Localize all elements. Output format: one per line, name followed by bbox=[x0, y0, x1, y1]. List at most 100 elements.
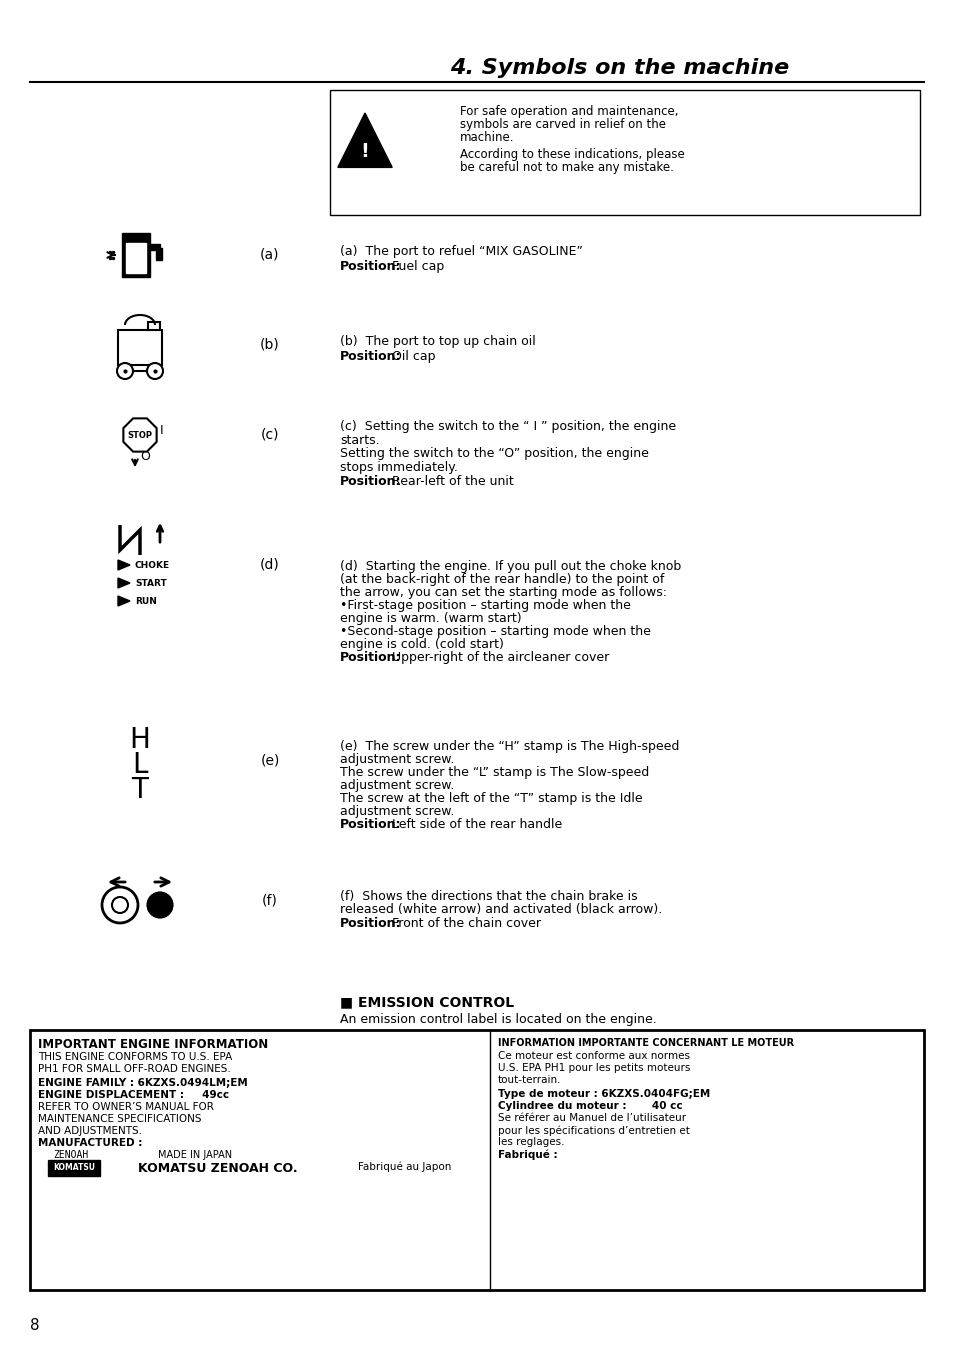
Circle shape bbox=[147, 363, 163, 379]
Text: Fabriqué :: Fabriqué : bbox=[497, 1148, 558, 1159]
Text: (e)  The screw under the “H” stamp is The High-speed: (e) The screw under the “H” stamp is The… bbox=[339, 740, 679, 754]
Polygon shape bbox=[118, 596, 130, 607]
Text: T: T bbox=[132, 776, 149, 803]
Text: O: O bbox=[140, 450, 150, 464]
Bar bbox=[330, 90, 919, 214]
Text: THIS ENGINE CONFORMS TO U.S. EPA: THIS ENGINE CONFORMS TO U.S. EPA bbox=[38, 1051, 232, 1062]
Text: L: L bbox=[132, 751, 148, 779]
Polygon shape bbox=[118, 559, 130, 570]
Text: (f): (f) bbox=[262, 892, 277, 907]
Text: CHOKE: CHOKE bbox=[135, 561, 170, 569]
Text: stops immediately.: stops immediately. bbox=[339, 461, 457, 474]
Text: (a): (a) bbox=[260, 248, 279, 262]
Text: adjustment screw.: adjustment screw. bbox=[339, 754, 454, 766]
Text: MADE IN JAPAN: MADE IN JAPAN bbox=[158, 1150, 232, 1161]
Text: adjustment screw.: adjustment screw. bbox=[339, 805, 454, 818]
Text: Position:: Position: bbox=[339, 350, 401, 363]
Text: START: START bbox=[135, 578, 167, 588]
Text: ■ EMISSION CONTROL: ■ EMISSION CONTROL bbox=[339, 995, 514, 1010]
Text: adjustment screw.: adjustment screw. bbox=[339, 779, 454, 793]
Text: (b): (b) bbox=[260, 338, 279, 352]
Text: KOMATSU: KOMATSU bbox=[53, 1163, 95, 1173]
Text: the arrow, you can set the starting mode as follows:: the arrow, you can set the starting mode… bbox=[339, 586, 666, 599]
Text: MAINTENANCE SPECIFICATIONS: MAINTENANCE SPECIFICATIONS bbox=[38, 1113, 201, 1124]
Text: starts.: starts. bbox=[339, 434, 379, 448]
Text: Position:: Position: bbox=[339, 917, 401, 930]
Text: (c)  Setting the switch to the “ I ” position, the engine: (c) Setting the switch to the “ I ” posi… bbox=[339, 421, 676, 433]
Text: Position:: Position: bbox=[339, 260, 401, 274]
Text: tout-terrain.: tout-terrain. bbox=[497, 1074, 561, 1085]
Text: For safe operation and maintenance,: For safe operation and maintenance, bbox=[459, 105, 678, 119]
Text: I: I bbox=[160, 423, 164, 437]
Text: 8: 8 bbox=[30, 1318, 40, 1333]
Text: (f)  Shows the directions that the chain brake is: (f) Shows the directions that the chain … bbox=[339, 890, 637, 903]
Text: machine.: machine. bbox=[459, 131, 514, 144]
Text: Front of the chain cover: Front of the chain cover bbox=[392, 917, 540, 930]
Text: (b)  The port to top up chain oil: (b) The port to top up chain oil bbox=[339, 336, 536, 348]
Text: Position:: Position: bbox=[339, 651, 401, 665]
Text: U.S. EPA PH1 pour les petits moteurs: U.S. EPA PH1 pour les petits moteurs bbox=[497, 1064, 690, 1073]
Text: •First-stage position – starting mode when the: •First-stage position – starting mode wh… bbox=[339, 599, 630, 612]
Bar bbox=[118, 330, 162, 365]
Text: (c): (c) bbox=[260, 429, 279, 442]
Bar bbox=[156, 248, 162, 260]
Bar bbox=[122, 233, 150, 276]
Polygon shape bbox=[123, 418, 156, 452]
Bar bbox=[48, 1161, 100, 1175]
Text: Position:: Position: bbox=[339, 818, 401, 830]
Text: released (white arrow) and activated (black arrow).: released (white arrow) and activated (bl… bbox=[339, 903, 661, 917]
Text: be careful not to make any mistake.: be careful not to make any mistake. bbox=[459, 160, 673, 174]
Text: PH1 FOR SMALL OFF-ROAD ENGINES.: PH1 FOR SMALL OFF-ROAD ENGINES. bbox=[38, 1064, 231, 1074]
Text: !: ! bbox=[360, 142, 369, 160]
Text: Upper-right of the aircleaner cover: Upper-right of the aircleaner cover bbox=[392, 651, 609, 665]
Polygon shape bbox=[118, 578, 130, 588]
Circle shape bbox=[112, 896, 128, 913]
Text: engine is warm. (warm start): engine is warm. (warm start) bbox=[339, 612, 521, 625]
Text: KOMATSU ZENOAH CO.: KOMATSU ZENOAH CO. bbox=[138, 1162, 297, 1175]
Text: Rear-left of the unit: Rear-left of the unit bbox=[392, 474, 514, 488]
Text: Setting the switch to the “O” position, the engine: Setting the switch to the “O” position, … bbox=[339, 448, 648, 460]
Bar bbox=[126, 243, 146, 274]
Text: Type de moteur : 6KZXS.0404FG;EM: Type de moteur : 6KZXS.0404FG;EM bbox=[497, 1089, 709, 1099]
Text: engine is cold. (cold start): engine is cold. (cold start) bbox=[339, 638, 503, 651]
Text: les reglages.: les reglages. bbox=[497, 1136, 564, 1147]
Text: pour les spécifications d’entretien et: pour les spécifications d’entretien et bbox=[497, 1126, 689, 1135]
Text: H: H bbox=[130, 727, 151, 754]
Text: ENGINE DISPLACEMENT :     49cc: ENGINE DISPLACEMENT : 49cc bbox=[38, 1091, 229, 1100]
Text: •Second-stage position – starting mode when the: •Second-stage position – starting mode w… bbox=[339, 625, 650, 638]
Text: REFER TO OWNER’S MANUAL FOR: REFER TO OWNER’S MANUAL FOR bbox=[38, 1103, 213, 1112]
Text: RUN: RUN bbox=[135, 597, 156, 605]
Text: symbols are carved in relief on the: symbols are carved in relief on the bbox=[459, 119, 665, 131]
Text: (a)  The port to refuel “MIX GASOLINE”: (a) The port to refuel “MIX GASOLINE” bbox=[339, 245, 582, 257]
Bar bbox=[148, 322, 160, 330]
Text: MANUFACTURED :: MANUFACTURED : bbox=[38, 1138, 142, 1148]
Circle shape bbox=[148, 892, 172, 917]
Text: Oil cap: Oil cap bbox=[392, 350, 435, 363]
Circle shape bbox=[102, 887, 138, 923]
Text: IMPORTANT ENGINE INFORMATION: IMPORTANT ENGINE INFORMATION bbox=[38, 1038, 268, 1051]
Text: The screw under the “L” stamp is The Slow-speed: The screw under the “L” stamp is The Slo… bbox=[339, 766, 649, 779]
Text: Cylindree du moteur :       40 cc: Cylindree du moteur : 40 cc bbox=[497, 1101, 682, 1111]
Text: 4. Symbols on the machine: 4. Symbols on the machine bbox=[450, 58, 789, 78]
Polygon shape bbox=[337, 113, 392, 167]
Text: INFORMATION IMPORTANTE CONCERNANT LE MOTEUR: INFORMATION IMPORTANTE CONCERNANT LE MOT… bbox=[497, 1038, 793, 1047]
Text: (e): (e) bbox=[260, 754, 279, 767]
Text: AND ADJUSTMENTS.: AND ADJUSTMENTS. bbox=[38, 1126, 142, 1136]
Circle shape bbox=[148, 892, 172, 917]
Text: ZENOAH: ZENOAH bbox=[53, 1150, 89, 1161]
Bar bbox=[30, 1030, 923, 1290]
Text: Ce moteur est conforme aux normes: Ce moteur est conforme aux normes bbox=[497, 1051, 689, 1061]
Text: Se référer au Manuel de l’utilisateur: Se référer au Manuel de l’utilisateur bbox=[497, 1113, 685, 1123]
Bar bbox=[150, 244, 160, 249]
Text: Position:: Position: bbox=[339, 474, 401, 488]
Text: Fabriqué au Japon: Fabriqué au Japon bbox=[357, 1162, 451, 1173]
Text: An emission control label is located on the engine.: An emission control label is located on … bbox=[339, 1012, 656, 1026]
Text: (d): (d) bbox=[260, 558, 279, 572]
Text: According to these indications, please: According to these indications, please bbox=[459, 148, 684, 160]
Text: STOP: STOP bbox=[128, 430, 152, 439]
Text: Left side of the rear handle: Left side of the rear handle bbox=[392, 818, 561, 830]
Text: (d)  Starting the engine. If you pull out the choke knob: (d) Starting the engine. If you pull out… bbox=[339, 559, 680, 573]
Text: ENGINE FAMILY : 6KZXS.0494LM;EM: ENGINE FAMILY : 6KZXS.0494LM;EM bbox=[38, 1078, 248, 1088]
Text: (at the back-right of the rear handle) to the point of: (at the back-right of the rear handle) t… bbox=[339, 573, 663, 586]
Text: The screw at the left of the “T” stamp is the Idle: The screw at the left of the “T” stamp i… bbox=[339, 793, 642, 805]
